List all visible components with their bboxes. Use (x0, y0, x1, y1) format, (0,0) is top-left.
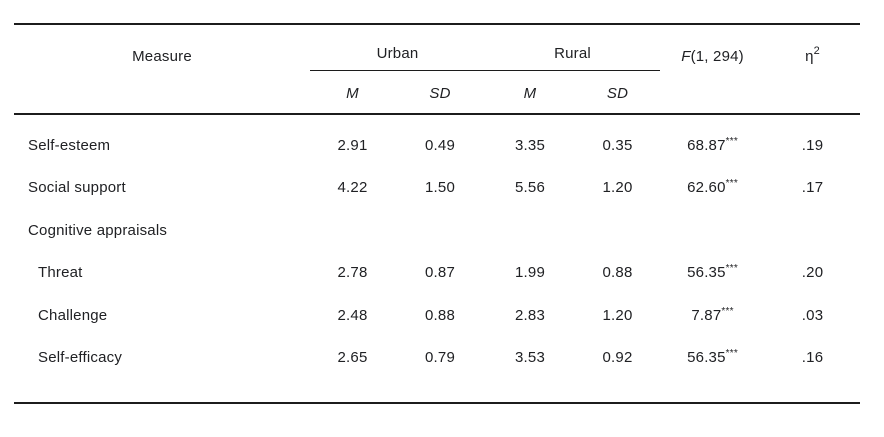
eta-symbol: η (805, 48, 814, 65)
row-label: Self-efficacy (38, 349, 123, 367)
cell-urban-m: 2.65 (337, 349, 368, 367)
table-row-social-support: Social support 4.22 1.50 5.56 1.20 62.60… (14, 167, 860, 210)
cell-rural-sd: 1.20 (602, 179, 633, 197)
body-footer-spacer (14, 379, 860, 403)
cell-urban-m (310, 209, 395, 252)
anova-results-table: Measure Urban Rural F(1, 294) η2 M SD M … (14, 23, 861, 404)
cell-rural-m: 1.99 (515, 264, 546, 282)
cell-eta-squared: .19 (801, 136, 824, 154)
rural-sd-column-header: SD (606, 85, 629, 103)
urban-sd-column-header: SD (429, 85, 451, 103)
cell-rural-sd: 0.88 (602, 264, 633, 282)
cell-eta-squared: .03 (801, 306, 824, 324)
rural-mean-column-header: M (523, 85, 537, 103)
header-body-spacer (14, 114, 860, 124)
cell-urban-m: 2.48 (337, 306, 368, 324)
cell-rural-sd: 0.35 (602, 136, 633, 154)
table-row-threat: Threat 2.78 0.87 1.99 0.88 56.35*** .20 (14, 252, 860, 295)
cell-rural-m (485, 209, 575, 252)
significance-stars: *** (725, 178, 738, 190)
significance-stars: *** (721, 305, 734, 317)
cell-urban-sd: 0.88 (425, 306, 455, 324)
f-statistic-column-header: F(1, 294) (660, 24, 765, 114)
cell-urban-sd (395, 209, 485, 252)
table-body: Self-esteem 2.91 0.49 3.35 0.35 68.87***… (14, 114, 860, 403)
table-row-cognitive-appraisals-group: Cognitive appraisals (14, 209, 860, 252)
table-header: Measure Urban Rural F(1, 294) η2 M SD M … (14, 24, 861, 114)
cell-urban-m: 4.22 (337, 179, 368, 197)
table-row-self-esteem: Self-esteem 2.91 0.49 3.35 0.35 68.87***… (14, 124, 860, 167)
cell-urban-sd: 0.49 (425, 136, 455, 154)
cell-rural-m: 3.53 (515, 349, 546, 367)
row-label: Challenge (38, 306, 108, 324)
significance-stars: *** (725, 263, 738, 275)
cell-eta-squared (765, 209, 860, 252)
cell-f-value: 56.35*** (687, 263, 738, 282)
row-label: Self-esteem (28, 136, 111, 154)
cell-urban-sd: 0.79 (425, 349, 455, 367)
cell-rural-m: 2.83 (515, 306, 546, 324)
measure-column-header: Measure (132, 48, 192, 65)
rural-spanner-header: Rural (485, 24, 661, 71)
row-label: Threat (38, 264, 83, 282)
table-row-self-efficacy: Self-efficacy 2.65 0.79 3.53 0.92 56.35*… (14, 337, 860, 380)
cell-f-value: 68.87*** (687, 135, 738, 154)
cell-f-value: 7.87*** (691, 305, 734, 324)
cell-f-value: 62.60*** (687, 178, 738, 197)
eta-squared-column-header: η2 (765, 24, 860, 114)
f-df-args: (1, 294) (690, 48, 744, 65)
row-label: Social support (28, 179, 126, 197)
cell-f-value: 56.35*** (687, 348, 738, 367)
cell-urban-sd: 1.50 (425, 179, 455, 197)
urban-mean-column-header: M (346, 85, 359, 103)
cell-urban-m: 2.91 (337, 136, 368, 154)
eta-exponent: 2 (813, 45, 820, 57)
cell-urban-sd: 0.87 (425, 264, 455, 282)
cell-rural-sd: 0.92 (602, 349, 633, 367)
cell-rural-m: 5.56 (515, 179, 546, 197)
f-symbol: F (681, 48, 691, 65)
cell-f-value (660, 209, 765, 252)
cell-rural-sd: 1.20 (602, 306, 633, 324)
cell-eta-squared: .16 (801, 349, 824, 367)
urban-spanner-header: Urban (310, 24, 486, 71)
cell-urban-m: 2.78 (337, 264, 368, 282)
cell-eta-squared: .17 (801, 179, 824, 197)
significance-stars: *** (725, 348, 738, 360)
cell-rural-sd (575, 209, 660, 252)
significance-stars: *** (725, 135, 738, 147)
table-row-challenge: Challenge 2.48 0.88 2.83 1.20 7.87*** .0… (14, 294, 860, 337)
cell-eta-squared: .20 (801, 264, 824, 282)
cell-rural-m: 3.35 (515, 136, 546, 154)
row-group-label: Cognitive appraisals (28, 221, 168, 239)
